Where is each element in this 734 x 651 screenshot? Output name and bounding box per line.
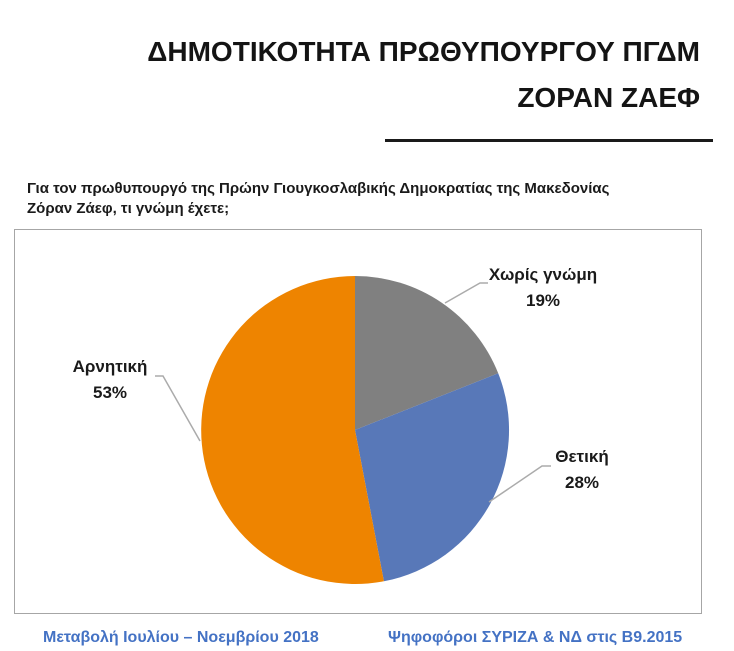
pie-label-positive-value: 28% [564,473,600,492]
page-title: ΔΗΜΟΤΙΚΟΤΗΤΑ ΠΡΩΘΥΠΟΥΡΓΟΥ ΠΓΔΜ ΖΟΡΑΝ ΖΑΕ… [147,29,700,121]
pie-label-no-opinion-name: Χωρίς γνώμη [488,265,598,284]
survey-question-line2: Ζόραν Ζάεφ, τι γνώμη έχετε; [27,200,230,217]
pie-label-positive-name: Θετική [555,447,609,466]
pie-label-negative-value: 53% [92,383,128,402]
footer-link-voters-syriza-nd[interactable]: Ψηφοφόροι ΣΥΡΙΖΑ & ΝΔ στις Β9.2015 [388,629,683,646]
page-title-line2: ΖΟΡΑΝ ΖΑΕΦ [517,82,700,113]
pie-label-negative-name: Αρνητική [72,357,148,376]
pie-label-negative: Αρνητική 53% [35,354,185,406]
pie-label-positive: Θετική 28% [507,444,657,496]
pie-slice-2 [355,373,510,582]
leader-line-2 [488,465,551,503]
footer-link-change-jul-nov-2018[interactable]: Μεταβολή Ιουλίου – Νοεμβρίου 2018 [43,629,319,646]
page-title-line1: ΔΗΜΟΤΙΚΟΤΗΤΑ ΠΡΩΘΥΠΟΥΡΓΟΥ ΠΓΔΜ [147,36,700,67]
pie-chart-frame: Χωρίς γνώμη 19% Θετική 28% Αρνητική 53% [14,229,702,614]
pie-slice-3 [201,276,384,584]
leader-line-3 [155,375,201,442]
pie-svg [155,276,551,584]
leader-line-1 [444,282,488,304]
survey-question: Για τον πρωθυπουργό της Πρώην Γιουγκοσλα… [27,179,609,219]
survey-question-line1: Για τον πρωθυπουργό της Πρώην Γιουγκοσλα… [27,180,610,197]
footer-links: Μεταβολή Ιουλίου – Νοεμβρίου 2018 Ψηφοφό… [0,629,734,651]
pie-label-no-opinion-value: 19% [525,291,561,310]
title-underline-rule [385,139,713,142]
pie-slice-1 [355,276,499,430]
pie-label-no-opinion: Χωρίς γνώμη 19% [468,262,618,314]
